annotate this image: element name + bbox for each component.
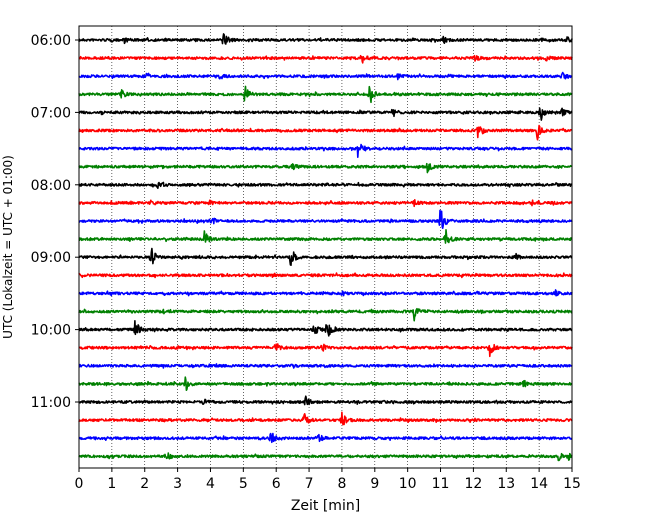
trace-0945 bbox=[78, 307, 573, 322]
x-axis-ticks: 0 1 2 3 4 5 6 7 8 9 10 11 12 13 14 15 bbox=[75, 468, 581, 492]
x-tick-label: 1 bbox=[107, 476, 116, 492]
x-tick-label: 0 bbox=[75, 476, 84, 492]
x-tick-label: 6 bbox=[272, 476, 281, 492]
x-tick-label: 7 bbox=[305, 476, 314, 492]
y-tick-label: 10:00 bbox=[31, 323, 71, 339]
trace-1045 bbox=[78, 376, 573, 392]
trace-0900 bbox=[78, 247, 573, 266]
trace-0715 bbox=[78, 124, 573, 141]
trace-0915 bbox=[78, 272, 573, 279]
y-tick-label: 11:00 bbox=[31, 395, 71, 411]
trace-0745 bbox=[78, 162, 573, 174]
y-tick-label: 08:00 bbox=[31, 178, 71, 194]
trace-0600 bbox=[78, 33, 573, 45]
y-tick-label: 09:00 bbox=[31, 250, 71, 266]
trace-0730 bbox=[78, 143, 573, 159]
trace-0800 bbox=[78, 181, 573, 190]
x-tick-label: 13 bbox=[497, 476, 515, 492]
x-tick-label: 3 bbox=[173, 476, 182, 492]
trace-0930 bbox=[78, 289, 573, 297]
trace-1130 bbox=[78, 432, 573, 444]
trace-0845 bbox=[78, 229, 573, 244]
x-tick-label: 11 bbox=[432, 476, 450, 492]
x-tick-label: 10 bbox=[399, 476, 417, 492]
trace-1030 bbox=[78, 363, 573, 369]
trace-1100 bbox=[78, 395, 573, 406]
x-tick-label: 8 bbox=[337, 476, 346, 492]
x-tick-label: 5 bbox=[239, 476, 248, 492]
y-axis-ticks: 06:00 07:00 08:00 09:00 10:00 11:00 bbox=[31, 33, 79, 411]
x-tick-label: 15 bbox=[563, 476, 581, 492]
trace-0700 bbox=[78, 107, 573, 121]
trace-0645 bbox=[78, 85, 573, 104]
trace-1145 bbox=[78, 452, 573, 462]
trace-group bbox=[78, 33, 573, 462]
x-tick-label: 9 bbox=[370, 476, 379, 492]
plot-frame bbox=[78, 25, 573, 469]
trace-0815 bbox=[78, 199, 573, 208]
trace-1115 bbox=[78, 411, 573, 426]
y-tick-label: 07:00 bbox=[31, 105, 71, 121]
trace-0830 bbox=[78, 209, 573, 229]
trace-0630 bbox=[78, 71, 573, 81]
y-tick-label: 06:00 bbox=[31, 33, 71, 49]
x-tick-label: 4 bbox=[206, 476, 215, 492]
x-tick-label: 14 bbox=[530, 476, 548, 492]
trace-1000 bbox=[78, 320, 573, 337]
x-tick-label: 2 bbox=[140, 476, 149, 492]
trace-0615 bbox=[78, 54, 573, 64]
trace-1015 bbox=[78, 343, 573, 358]
y-axis-label: UTC (Lokalzeit = UTC + 01:00) bbox=[1, 155, 15, 339]
x-tick-label: 12 bbox=[464, 476, 482, 492]
x-axis-label: Zeit [min] bbox=[291, 498, 360, 514]
